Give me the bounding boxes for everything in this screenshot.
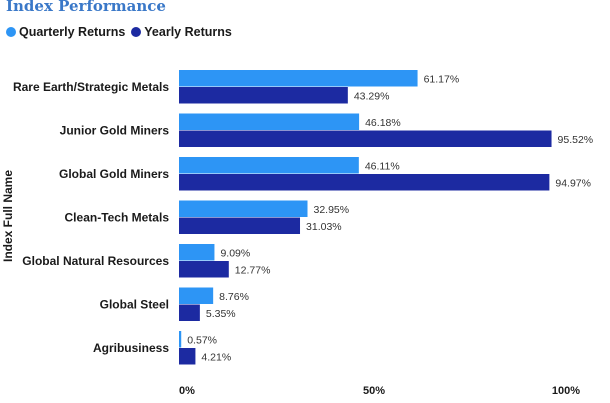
bar-yearly xyxy=(179,261,229,278)
data-label-yearly: 94.97% xyxy=(555,178,591,190)
data-label-quarterly: 46.18% xyxy=(365,117,401,129)
bar-yearly xyxy=(179,348,196,365)
y-axis-title: Index Full Name xyxy=(1,170,15,262)
bar-quarterly xyxy=(179,287,214,304)
bar-quarterly xyxy=(179,331,182,348)
legend: Quarterly Returns Yearly Returns xyxy=(6,25,232,39)
category-label: Global Natural Resources xyxy=(22,254,169,268)
data-label-quarterly: 9.09% xyxy=(220,248,250,260)
data-label-quarterly: 0.57% xyxy=(187,335,217,347)
x-tick-label: 100% xyxy=(552,385,580,397)
bar-quarterly xyxy=(179,244,215,261)
legend-dot-quarterly xyxy=(6,27,16,37)
category-label: Clean-Tech Metals xyxy=(65,211,170,225)
x-tick-label: 0% xyxy=(179,385,195,397)
bar-yearly xyxy=(179,217,301,234)
legend-item-yearly[interactable]: Yearly Returns xyxy=(131,25,232,39)
data-label-quarterly: 32.95% xyxy=(314,204,350,216)
data-label-quarterly: 61.17% xyxy=(424,74,460,86)
data-label-yearly: 95.52% xyxy=(558,134,594,146)
legend-item-quarterly[interactable]: Quarterly Returns xyxy=(6,25,125,39)
legend-label-yearly: Yearly Returns xyxy=(144,25,232,39)
category-label: Rare Earth/Strategic Metals xyxy=(13,80,169,94)
bar-quarterly xyxy=(179,113,360,130)
category-label: Global Steel xyxy=(100,298,169,312)
bar-quarterly xyxy=(179,200,308,217)
bar-yearly xyxy=(179,87,348,104)
bar-yearly xyxy=(179,304,200,321)
bar-yearly xyxy=(179,130,552,147)
data-label-yearly: 31.03% xyxy=(306,221,342,233)
category-label: Junior Gold Miners xyxy=(60,124,170,138)
x-tick-label: 50% xyxy=(363,385,385,397)
data-label-quarterly: 46.11% xyxy=(365,161,400,173)
bar-quarterly xyxy=(179,70,418,87)
bar-yearly xyxy=(179,174,550,191)
legend-label-quarterly: Quarterly Returns xyxy=(19,25,126,39)
category-label: Global Gold Miners xyxy=(59,167,169,181)
data-label-yearly: 5.35% xyxy=(206,308,236,320)
category-label: Agribusiness xyxy=(93,341,169,355)
data-label-yearly: 12.77% xyxy=(235,265,271,277)
bar-quarterly xyxy=(179,157,359,174)
data-label-yearly: 4.21% xyxy=(201,352,231,364)
legend-dot-yearly xyxy=(131,27,142,37)
data-label-yearly: 43.29% xyxy=(354,91,390,103)
data-label-quarterly: 8.76% xyxy=(219,291,249,303)
chart-title: Index Performance xyxy=(6,0,166,15)
